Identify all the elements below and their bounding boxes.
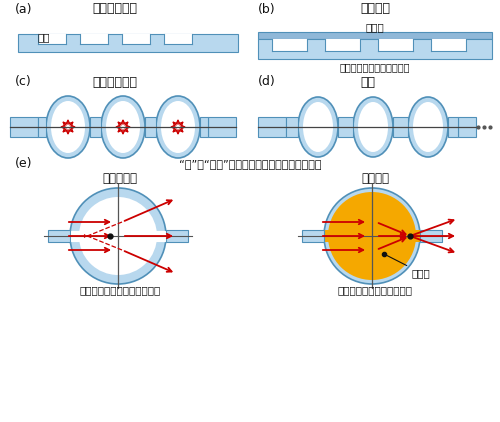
Bar (145, 117, 156, 137)
Text: “有”和“没有”填充液时的光学特性及透镜原理: “有”和“没有”填充液时的光学特性及透镜原理 (179, 159, 321, 169)
Bar (90, 117, 101, 137)
Bar (338, 117, 353, 137)
Text: 没有填充液: 没有填充液 (102, 173, 138, 186)
Circle shape (79, 197, 157, 275)
Ellipse shape (358, 102, 388, 152)
Ellipse shape (298, 97, 338, 157)
Circle shape (328, 192, 416, 280)
Text: (b): (b) (258, 3, 276, 16)
Text: (c): (c) (15, 76, 32, 89)
Ellipse shape (408, 97, 448, 157)
Bar (48, 230, 70, 242)
Ellipse shape (353, 97, 393, 157)
Bar (208, 117, 236, 137)
Ellipse shape (101, 96, 145, 158)
Text: 有填充液: 有填充液 (361, 173, 389, 186)
Ellipse shape (303, 102, 333, 152)
Bar (393, 117, 408, 137)
Text: 形成微小凹槽: 形成微小凹槽 (92, 3, 138, 16)
Text: (e): (e) (15, 157, 32, 170)
Circle shape (70, 188, 166, 284)
Bar (378, 39, 413, 51)
Bar (258, 117, 286, 137)
Bar (38, 34, 66, 44)
Bar (10, 117, 38, 137)
Text: 有填充液时发挥凸透镜功能: 有填充液时发挥凸透镜功能 (338, 285, 412, 295)
Ellipse shape (46, 96, 90, 158)
Text: 盖玻片: 盖玻片 (366, 22, 384, 32)
Bar (448, 117, 458, 137)
Text: (a): (a) (15, 3, 32, 16)
Ellipse shape (161, 101, 195, 153)
Ellipse shape (413, 102, 443, 152)
Text: 充填液: 充填液 (386, 255, 431, 278)
Bar (258, 32, 492, 39)
Bar (324, 230, 420, 242)
Text: 冷却: 冷却 (360, 76, 376, 89)
Text: 实施了微细加工的基板玻璃: 实施了微细加工的基板玻璃 (340, 62, 410, 72)
Bar (302, 230, 324, 242)
Ellipse shape (51, 101, 85, 153)
Bar (258, 39, 492, 59)
Circle shape (324, 188, 420, 284)
Bar (458, 117, 476, 137)
Bar (431, 39, 466, 51)
Bar (325, 39, 360, 51)
Bar (286, 117, 298, 137)
Text: (d): (d) (258, 76, 276, 89)
Bar (166, 230, 188, 242)
Bar (38, 117, 46, 137)
Text: 空心圆顶结构发挥凹透镜功能: 空心圆顶结构发挥凹透镜功能 (80, 285, 160, 295)
Text: 凹槽: 凹槽 (38, 32, 50, 42)
Bar (200, 117, 208, 137)
Bar (80, 34, 108, 44)
Bar (122, 34, 150, 44)
Text: 加热、抽真空: 加热、抽真空 (92, 76, 138, 89)
Ellipse shape (106, 101, 140, 153)
Ellipse shape (156, 96, 200, 158)
Bar (71, 231, 165, 241)
Bar (18, 34, 238, 52)
Bar (164, 34, 192, 44)
Bar (272, 39, 307, 51)
Bar (420, 230, 442, 242)
Text: 临时接合: 临时接合 (360, 3, 390, 16)
